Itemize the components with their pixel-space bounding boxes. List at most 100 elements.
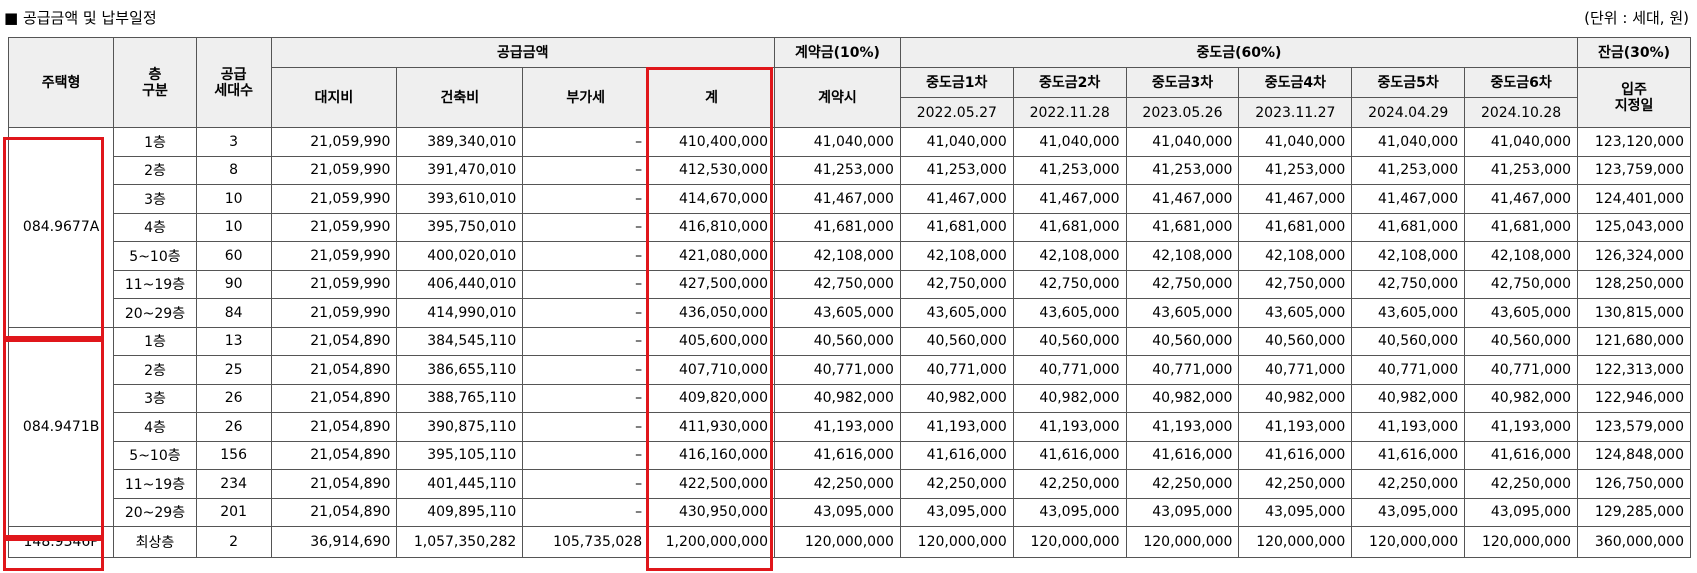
cell-interim-6: 41,193,000: [1464, 412, 1579, 442]
cell-balance: 130,815,000: [1577, 298, 1691, 328]
cell-floor: 최상층: [113, 526, 197, 558]
cell-interim-3: 43,605,000: [1125, 298, 1240, 328]
cell-vat: –: [522, 412, 650, 442]
cell-interim-1: 42,108,000: [899, 241, 1014, 271]
cell-building: 390,875,110: [396, 412, 524, 442]
col-units: 공급 세대수: [195, 37, 272, 128]
cell-land: 21,059,990: [270, 241, 398, 271]
table-row: 084.9677A 1층 3 21,059,990 389,340,010–410,40…: [7, 127, 1691, 328]
cell-interim-6: 40,982,000: [1464, 383, 1579, 413]
cell-building: 384,545,110: [396, 326, 524, 356]
table-row: 5~10층 60 21,059,990 400,020,010–421,080,000…: [9, 241, 1691, 271]
cell-interim-1: 42,250,000: [899, 469, 1014, 499]
cell-interim-2: 41,253,000: [1012, 155, 1127, 185]
cell-vat: –: [522, 155, 650, 185]
col-interim-6: 중도금6차: [1464, 67, 1579, 98]
cell-vat: –: [522, 326, 650, 356]
cell-land: 21,059,990: [270, 269, 398, 299]
cell-interim-6: 42,250,000: [1464, 469, 1579, 499]
cell-land: 21,059,990: [270, 298, 398, 328]
cell-contract: 43,605,000: [774, 298, 901, 328]
cell-interim-2: 42,108,000: [1012, 241, 1127, 271]
cell-balance: 123,759,000: [1577, 155, 1691, 185]
cell-interim-3: 41,681,000: [1125, 212, 1240, 242]
cell-interim-3: 40,771,000: [1125, 355, 1240, 385]
cell-balance: 124,848,000: [1577, 440, 1691, 470]
cell-interim-6: 41,253,000: [1464, 155, 1579, 185]
cell-land: 21,059,990: [270, 127, 398, 157]
cell-vat: –: [522, 383, 650, 413]
cell-interim-4: 41,681,000: [1238, 212, 1353, 242]
cell-interim-4: 42,250,000: [1238, 469, 1353, 499]
cell-interim-1: 41,681,000: [899, 212, 1014, 242]
cell-floor: 2층: [113, 155, 197, 185]
cell-units: 13: [195, 326, 272, 356]
col-total: 계: [648, 67, 776, 128]
cell-units: 90: [195, 269, 272, 299]
cell-units: 8: [195, 155, 272, 185]
cell-interim-4: 43,095,000: [1238, 497, 1353, 527]
cell-land: 36,914,690: [270, 526, 398, 558]
cell-vat: –: [522, 127, 650, 157]
cell-interim-6: 42,108,000: [1464, 241, 1579, 271]
cell-interim-4: 40,560,000: [1238, 326, 1353, 356]
cell-units: 2: [195, 526, 272, 558]
cell-total: 416,160,000: [648, 440, 776, 470]
cell-interim-6: 41,040,000: [1464, 127, 1579, 157]
table-row: 20~29층 84 21,059,990 414,990,010–436,050,00…: [9, 298, 1691, 328]
cell-interim-1: 40,982,000: [899, 383, 1014, 413]
cell-land: 21,059,990: [270, 155, 398, 185]
cell-building: 409,895,110: [396, 497, 524, 527]
cell-interim-1: 43,095,000: [899, 497, 1014, 527]
cell-interim-6: 43,605,000: [1464, 298, 1579, 328]
cell-interim-5: 120,000,000: [1351, 526, 1466, 558]
table-row: 148.9346P 최상층 2 36,914,690 1,057,350,282 105,…: [7, 526, 1691, 558]
cell-interim-2: 41,467,000: [1012, 184, 1127, 214]
cell-contract: 42,108,000: [774, 241, 901, 271]
cell-interim-2: 41,193,000: [1012, 412, 1127, 442]
cell-balance: 126,324,000: [1577, 241, 1691, 271]
cell-land: 21,054,890: [270, 383, 398, 413]
table-row: 084.9471B 1층 13 21,054,890 384,545,110–405,6…: [7, 326, 1691, 527]
cell-floor: 1층: [113, 326, 197, 356]
cell-land: 21,054,890: [270, 440, 398, 470]
cell-contract: 41,681,000: [774, 212, 901, 242]
table-row: 2층 8 21,059,990 391,470,010–412,530,000 41,2…: [9, 155, 1691, 185]
cell-contract: 120,000,000: [774, 526, 901, 558]
cell-units: 26: [195, 412, 272, 442]
cell-balance: 121,680,000: [1577, 326, 1691, 356]
cell-total: 414,670,000: [648, 184, 776, 214]
cell-units: 3: [195, 127, 272, 157]
cell-interim-3: 41,040,000: [1125, 127, 1240, 157]
cell-interim-1: 120,000,000: [899, 526, 1014, 558]
cell-building: 406,440,010: [396, 269, 524, 299]
cell-interim-3: 40,560,000: [1125, 326, 1240, 356]
cell-building: 395,750,010: [396, 212, 524, 242]
cell-interim-1: 41,193,000: [899, 412, 1014, 442]
cell-interim-5: 42,250,000: [1351, 469, 1466, 499]
cell-interim-2: 120,000,000: [1012, 526, 1127, 558]
cell-interim-4: 41,040,000: [1238, 127, 1353, 157]
cell-interim-4: 120,000,000: [1238, 526, 1353, 558]
cell-interim-5: 43,095,000: [1351, 497, 1466, 527]
cell-interim-5: 41,467,000: [1351, 184, 1466, 214]
col-interim: 중도금(60%): [899, 37, 1579, 68]
cell-balance: 128,250,000: [1577, 269, 1691, 299]
cell-land: 21,059,990: [270, 184, 398, 214]
cell-contract: 40,560,000: [774, 326, 901, 356]
cell-interim-3: 41,616,000: [1125, 440, 1240, 470]
cell-interim-5: 41,616,000: [1351, 440, 1466, 470]
col-interim-1: 중도금1차: [899, 67, 1014, 98]
cell-contract: 42,250,000: [774, 469, 901, 499]
cell-building: 414,990,010: [396, 298, 524, 328]
col-contract: 계약금(10%): [774, 37, 901, 68]
cell-contract: 42,750,000: [774, 269, 901, 299]
cell-interim-6: 40,771,000: [1464, 355, 1579, 385]
cell-interim-6: 40,560,000: [1464, 326, 1579, 356]
cell-interim-3: 40,982,000: [1125, 383, 1240, 413]
table-row: 4층 10 21,059,990 395,750,010–416,810,000 41,…: [9, 212, 1691, 242]
col-balance: 잔금(30%): [1577, 37, 1691, 68]
cell-vat: 105,735,028: [522, 526, 650, 558]
cell-units: 84: [195, 298, 272, 328]
cell-balance: 123,120,000: [1577, 127, 1691, 157]
